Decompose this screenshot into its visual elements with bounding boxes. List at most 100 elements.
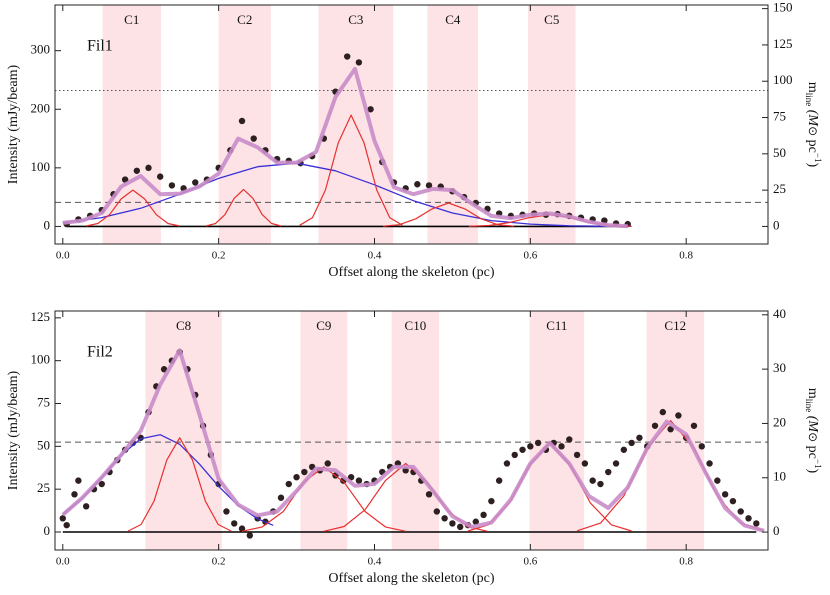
data-point (433, 508, 441, 515)
data-point (82, 503, 90, 510)
component-region (391, 311, 440, 550)
component-region (300, 311, 348, 550)
y2-tick-label: 25 (773, 181, 786, 196)
data-point (534, 439, 542, 447)
data-point (238, 117, 246, 125)
data-point (519, 446, 526, 453)
data-point (59, 515, 66, 522)
fit-curve (383, 202, 515, 227)
region-label: C9 (316, 318, 331, 333)
y-tick-label: 125 (31, 309, 51, 324)
y2-axis-label: mline (M⊙ pc−1) (804, 388, 823, 474)
data-point (63, 521, 70, 529)
data-point (628, 439, 635, 447)
data-point (675, 412, 682, 419)
y2-label-part: m (805, 388, 820, 399)
x-tick-label: 0.8 (679, 250, 693, 262)
y2-label-part: ) (805, 468, 820, 473)
panel-label: Fil2 (87, 344, 113, 361)
y2-tick-label: 50 (773, 145, 786, 160)
data-point (714, 477, 721, 484)
axes-frame (54, 310, 769, 551)
total-fit (62, 66, 628, 229)
x-tick-label: 0.6 (523, 250, 537, 262)
x-tick-label: 0.6 (523, 556, 537, 568)
y2-label-part: ) (805, 162, 820, 167)
y2-label-part: ⊙ (806, 432, 820, 442)
data-point (605, 468, 612, 476)
panel-label: Fil1 (87, 38, 113, 55)
fit-curve (299, 114, 403, 226)
y-tick-label: 100 (31, 352, 51, 367)
data-point (71, 491, 78, 498)
data-point (293, 473, 300, 481)
x-axis-label: Offset along the skeleton (pc) (328, 571, 494, 586)
data-point (737, 508, 744, 515)
y2-tick-label: 0 (773, 217, 780, 232)
y2-tick-label: 40 (773, 306, 786, 321)
data-point (589, 477, 596, 484)
fit-curve (241, 466, 406, 532)
data-point (145, 164, 152, 172)
fit-curve (127, 437, 232, 532)
data-point (133, 167, 141, 174)
component-region (529, 311, 585, 550)
data-point (223, 508, 230, 515)
region-label: C1 (124, 12, 139, 27)
data-point (667, 426, 674, 433)
data-point (597, 480, 604, 488)
data-point (367, 106, 374, 113)
y2-label-part: line (804, 399, 814, 413)
data-point (75, 477, 82, 484)
component-region (145, 311, 222, 550)
data-point (285, 480, 292, 488)
region-label: C10 (405, 318, 427, 333)
x-tick-label: 0.4 (368, 556, 382, 568)
y2-label-part: pc (805, 136, 820, 153)
y2-label-part: pc (805, 442, 820, 459)
y2-tick-label: 100 (773, 72, 793, 87)
data-point (250, 135, 257, 142)
region-label: C12 (664, 318, 686, 333)
y-axis-label: Intensity (mJy/beam) (6, 370, 21, 490)
data-point (168, 182, 176, 189)
data-point (503, 460, 511, 467)
y2-tick-label: 75 (773, 109, 786, 124)
region-label: C4 (445, 12, 461, 27)
y2-label-part: m (805, 82, 820, 93)
y2-tick-label: 150 (773, 0, 793, 15)
data-point (612, 460, 620, 467)
x-tick-label: 0.0 (56, 250, 70, 262)
data-point (238, 525, 246, 532)
data-point (480, 511, 487, 519)
axes-frame (54, 4, 769, 245)
data-point (425, 491, 433, 498)
data-point (573, 451, 581, 459)
total-fit (61, 348, 765, 533)
data-point (425, 182, 433, 189)
x-tick-label: 0.0 (56, 556, 70, 568)
region-label: C2 (237, 12, 252, 27)
y-axis-label: Intensity (mJy/beam) (6, 64, 21, 184)
x-axis-label: Offset along the skeleton (pc) (328, 265, 494, 280)
x-tick-label: 0.4 (368, 250, 382, 262)
y-tick-label: 100 (31, 159, 51, 174)
x-tick-label: 0.2 (212, 250, 226, 262)
y-tick-label: 0 (44, 217, 51, 232)
x-tick-label: 0.2 (212, 556, 226, 568)
y2-tick-label: 30 (773, 360, 786, 375)
data-point (511, 451, 518, 459)
region-label: C5 (544, 12, 559, 27)
y-tick-label: 25 (37, 480, 50, 495)
y-tick-label: 0 (44, 523, 51, 538)
data-point (690, 422, 698, 429)
data-point (581, 460, 589, 467)
data-point (495, 477, 503, 484)
data-point (414, 181, 421, 188)
y-tick-label: 75 (37, 395, 50, 410)
y2-label-part: (M (805, 106, 820, 127)
data-point (706, 460, 713, 467)
panel: C1 C2 C3 C4 C5 0.0 0.2 0.4 0.6 0.8 0 100 200 300 0 25 50… (6, 0, 823, 280)
fit-curve (206, 188, 282, 227)
